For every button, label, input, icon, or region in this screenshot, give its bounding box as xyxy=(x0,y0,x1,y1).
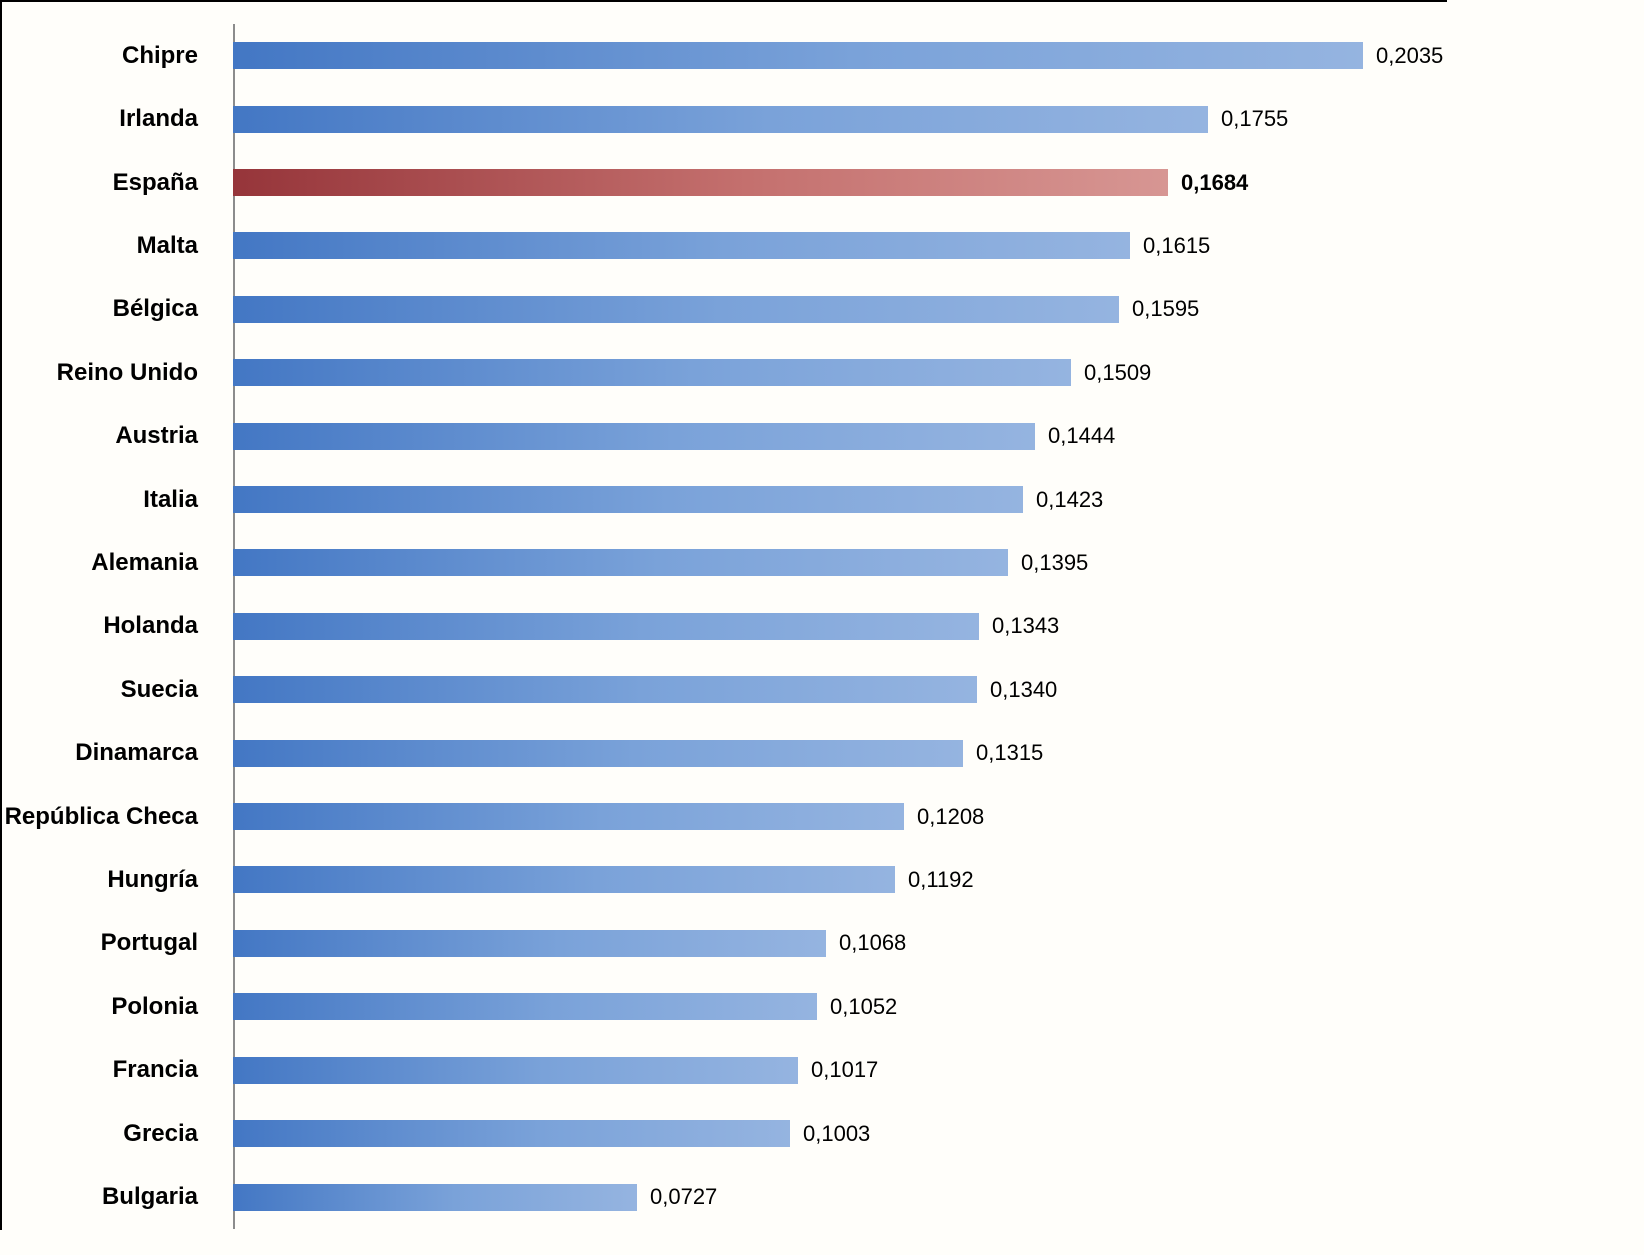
category-label: Suecia xyxy=(120,675,198,703)
value-label: 0,1615 xyxy=(1143,232,1211,258)
bar xyxy=(233,422,1035,450)
category-label: Bulgaria xyxy=(101,1183,198,1211)
chart-row: Chipre 0,2035 xyxy=(0,24,1644,87)
category-label: Alemania xyxy=(91,548,198,576)
value-label: 0,1017 xyxy=(811,1057,879,1083)
bar xyxy=(233,929,826,957)
chart-row: Alemania 0,1395 xyxy=(0,531,1644,594)
value-label: 0,1509 xyxy=(1084,359,1152,385)
value-label: 0,1315 xyxy=(976,740,1044,766)
category-label: España xyxy=(112,168,198,196)
chart-row: Reino Unido 0,1509 xyxy=(0,341,1644,404)
bar xyxy=(233,1120,790,1148)
category-label: Polonia xyxy=(111,992,198,1020)
value-label: 0,1343 xyxy=(992,613,1060,639)
bar xyxy=(233,105,1208,133)
bar-highlighted xyxy=(233,169,1168,197)
chart-row: Italia 0,1423 xyxy=(0,468,1644,531)
chart-row: Irlanda 0,1755 xyxy=(0,87,1644,150)
chart-row: Dinamarca 0,1315 xyxy=(0,721,1644,784)
category-label: Chipre xyxy=(121,41,198,69)
bar xyxy=(233,612,979,640)
bar xyxy=(233,803,904,831)
value-label: 0,1395 xyxy=(1021,549,1089,575)
chart-row: Bélgica 0,1595 xyxy=(0,278,1644,341)
value-label: 0,1595 xyxy=(1132,296,1200,322)
chart-frame-left-border xyxy=(0,0,2,1230)
category-label: Malta xyxy=(136,231,198,259)
value-label: 0,0727 xyxy=(650,1184,718,1210)
category-label: Hungría xyxy=(107,865,198,893)
value-label: 0,1003 xyxy=(803,1120,871,1146)
value-label: 0,1052 xyxy=(830,993,898,1019)
bar xyxy=(233,486,1023,514)
value-label: 0,1684 xyxy=(1181,169,1249,195)
category-label: Portugal xyxy=(100,929,198,957)
chart-row: Francia 0,1017 xyxy=(0,1039,1644,1102)
chart-row: Malta 0,1615 xyxy=(0,214,1644,277)
category-label: Irlanda xyxy=(119,105,198,133)
chart-row: Polonia 0,1052 xyxy=(0,975,1644,1038)
value-label: 0,2035 xyxy=(1376,42,1444,68)
bar xyxy=(233,676,977,704)
category-label: Grecia xyxy=(123,1119,198,1147)
bar xyxy=(233,1056,798,1084)
bar xyxy=(233,739,963,767)
chart-row: Holanda 0,1343 xyxy=(0,595,1644,658)
bar xyxy=(233,232,1130,260)
chart-row: España 0,1684 xyxy=(0,151,1644,214)
category-label: Bélgica xyxy=(112,295,198,323)
bar xyxy=(233,295,1119,323)
category-label: Italia xyxy=(143,485,198,513)
category-label: Dinamarca xyxy=(75,739,198,767)
value-label: 0,1192 xyxy=(908,866,974,892)
chart-rows: Chipre 0,2035 Irlanda 0,1755 España 0,1684 Mal… xyxy=(0,24,1644,1229)
bar xyxy=(233,866,895,894)
chart-row: Bulgaria 0,0727 xyxy=(0,1165,1644,1228)
bar xyxy=(233,549,1008,577)
category-label: Austria xyxy=(115,422,198,450)
chart-row: República Checa 0,1208 xyxy=(0,785,1644,848)
bar xyxy=(233,42,1363,70)
chart-frame-top-border xyxy=(0,0,1447,2)
value-label: 0,1068 xyxy=(839,930,907,956)
bar xyxy=(233,359,1071,387)
value-label: 0,1423 xyxy=(1036,486,1104,512)
value-label: 0,1208 xyxy=(917,803,985,829)
chart-row: Grecia 0,1003 xyxy=(0,1102,1644,1165)
category-label: Francia xyxy=(112,1056,198,1084)
category-label: Reino Unido xyxy=(56,358,198,386)
value-label: 0,1755 xyxy=(1221,106,1289,132)
bar xyxy=(233,993,817,1021)
bar xyxy=(233,1183,637,1211)
category-label: Holanda xyxy=(103,612,198,640)
value-label: 0,1444 xyxy=(1048,423,1116,449)
chart-row: Austria 0,1444 xyxy=(0,404,1644,467)
chart-row: Hungría 0,1192 xyxy=(0,848,1644,911)
chart-row: Portugal 0,1068 xyxy=(0,912,1644,975)
category-label: República Checa xyxy=(4,802,198,830)
chart-row: Suecia 0,1340 xyxy=(0,658,1644,721)
value-label: 0,1340 xyxy=(990,676,1058,702)
